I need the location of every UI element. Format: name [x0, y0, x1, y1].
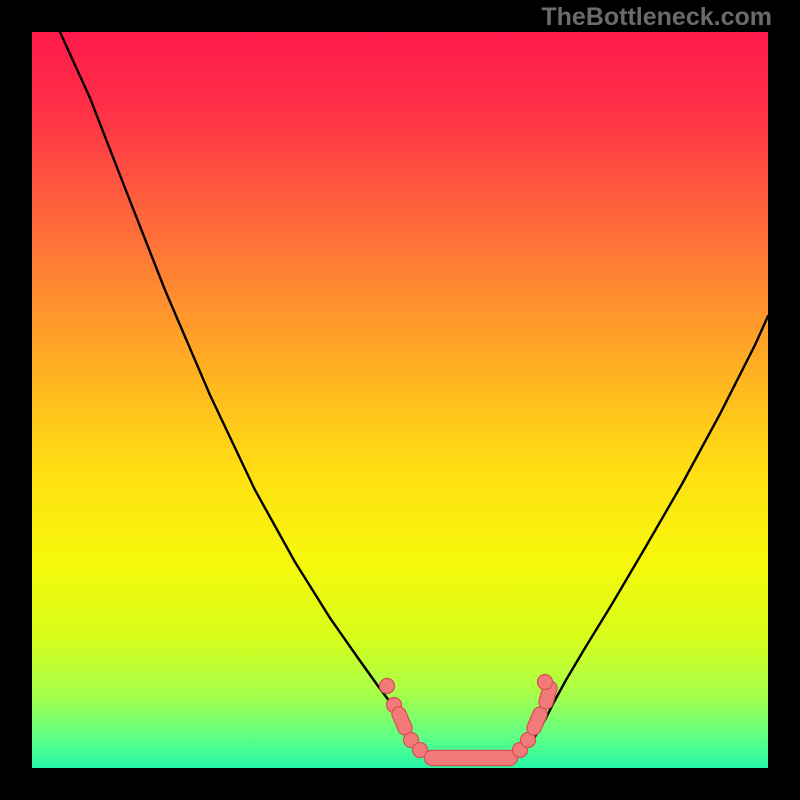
data-point [380, 679, 395, 694]
data-capsule [399, 714, 405, 728]
data-point [538, 675, 553, 690]
data-capsule [534, 714, 540, 728]
gradient-background [32, 32, 768, 768]
watermark-text: TheBottleneck.com [541, 3, 772, 32]
data-capsule [546, 688, 550, 702]
chart-svg [0, 0, 800, 800]
